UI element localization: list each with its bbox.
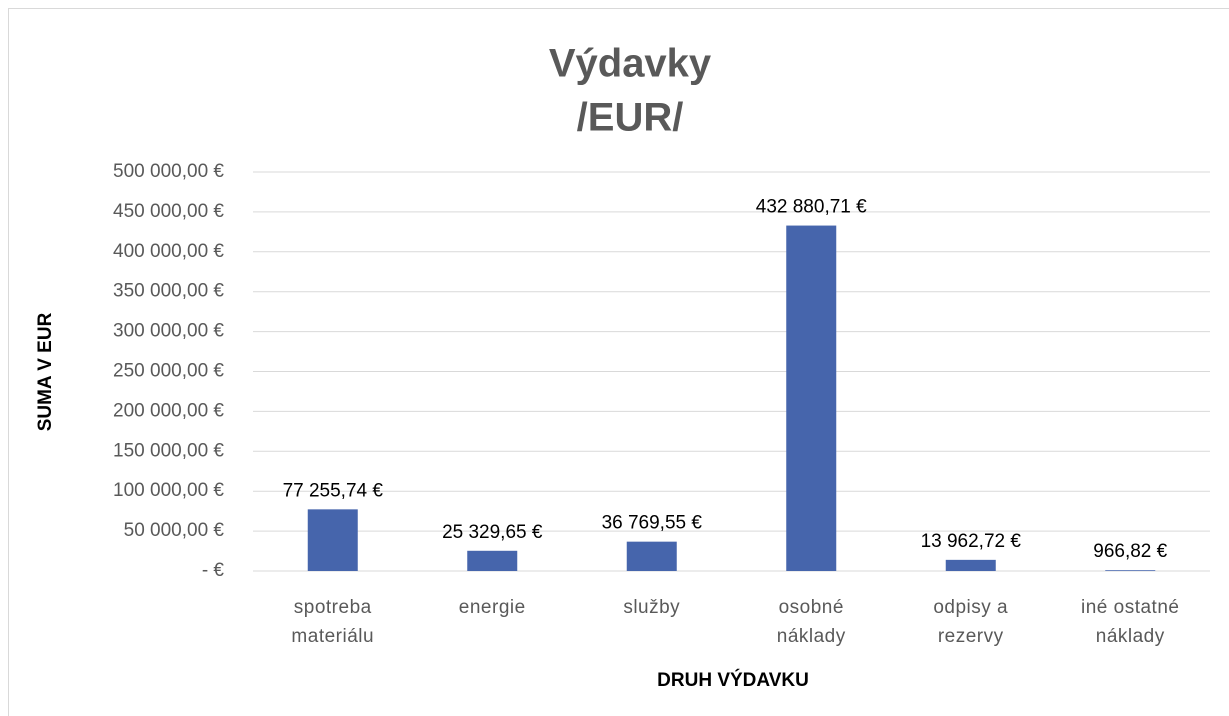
bar [626,541,677,571]
y-tick-label: 500 000,00 € [113,161,224,182]
y-axis-title: SUMA V EUR [35,312,56,431]
bar [307,509,358,571]
x-tick-label: odpisy a rezervy [933,597,1009,647]
x-axis-title: DRUH VÝDAVKU [657,669,809,691]
bar [467,550,518,571]
bar [945,559,996,571]
y-tick-label: 100 000,00 € [113,480,224,501]
x-tick-label: osobné náklady [776,597,846,647]
y-tick-label: - € [202,560,225,581]
x-tick-label: energie [458,597,526,618]
bar [786,225,837,571]
data-label: 13 962,72 € [921,531,1022,552]
y-tick-label: 150 000,00 € [113,440,224,461]
x-tick-label: služby [623,597,681,618]
chart-title: Výdavky [549,42,712,86]
data-label: 966,82 € [1093,541,1167,562]
x-tick-label: iné ostatné náklady [1081,597,1180,647]
data-label: 432 880,71 € [756,197,867,218]
y-tick-label: 300 000,00 € [113,321,224,342]
chart-border [8,8,1229,716]
data-label: 25 329,65 € [442,522,543,543]
y-tick-label: 350 000,00 € [113,281,224,302]
y-tick-label: 400 000,00 € [113,241,224,262]
x-tick-label: spotreba materiálu [291,597,375,647]
bar [1105,570,1156,571]
chart-title: /EUR/ [577,96,684,140]
data-label: 36 769,55 € [602,513,703,534]
y-tick-label: 250 000,00 € [113,361,224,382]
y-tick-label: 50 000,00 € [124,520,225,541]
y-tick-label: 200 000,00 € [113,400,224,421]
data-label: 77 255,74 € [283,480,384,501]
y-tick-label: 450 000,00 € [113,201,224,222]
